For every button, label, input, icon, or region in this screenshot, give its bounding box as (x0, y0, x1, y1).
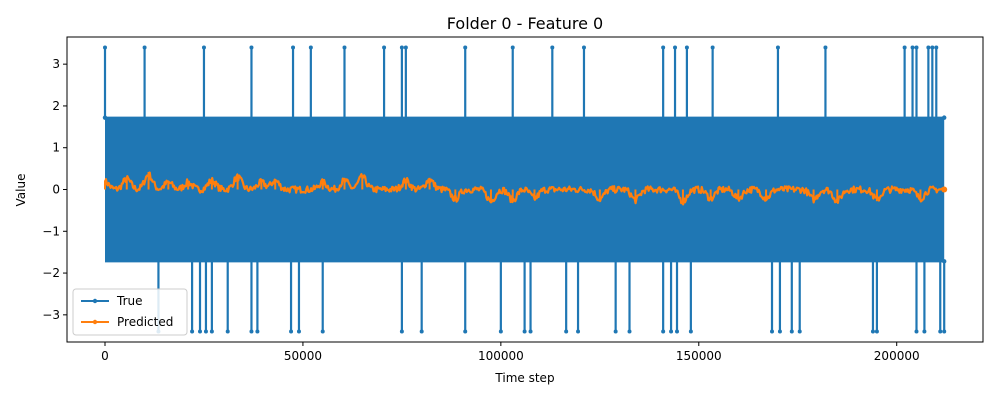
true-spike-low-marker (564, 329, 569, 334)
y-tick-label: 0 (52, 183, 60, 197)
true-spike-high-marker (910, 45, 915, 50)
true-spike-low-marker (203, 329, 208, 334)
legend-label: True (116, 294, 143, 308)
true-spike-low-marker (797, 329, 802, 334)
y-tick-label: 3 (52, 57, 60, 71)
x-axis-label: Time step (494, 371, 554, 385)
true-spike-low-marker (522, 329, 527, 334)
true-spike-low-marker (225, 329, 230, 334)
legend-swatch-marker (92, 319, 98, 325)
true-spike-low-marker (289, 329, 294, 334)
true-end-marker-top (942, 115, 947, 120)
true-spike-low-marker (209, 329, 214, 334)
true-spike-high-marker (902, 45, 907, 50)
y-axis: −3 −2 −1 0 1 2 3 (42, 57, 67, 322)
true-spike-high-marker (382, 45, 387, 50)
true-spike-high-marker (342, 45, 347, 50)
x-tick-label: 150000 (676, 349, 722, 363)
true-spike-low-marker (789, 329, 794, 334)
true-spike-low-marker (922, 329, 927, 334)
true-spike-high-marker (823, 45, 828, 50)
legend-label: Predicted (117, 315, 173, 329)
true-spike-low-marker (870, 329, 875, 334)
true-spike-high-marker (399, 45, 404, 50)
true-spike-low-marker (613, 329, 618, 334)
true-spike-low-marker (661, 329, 666, 334)
true-spike-low-marker (296, 329, 301, 334)
true-spike-high-marker (934, 45, 939, 50)
true-spike-low-marker (777, 329, 782, 334)
true-spike-low-marker (688, 329, 693, 334)
legend-swatch-marker (92, 298, 98, 304)
x-axis: 0 50000 100000 150000 200000 (101, 342, 920, 363)
true-spike-low-marker (938, 329, 943, 334)
true-start-marker (102, 115, 108, 120)
true-spike-low-marker (874, 329, 879, 334)
true-spike-low-marker (399, 329, 404, 334)
x-tick-label: 0 (101, 349, 109, 363)
true-end-marker-bottom (942, 259, 947, 264)
predicted-end-marker (941, 186, 948, 193)
true-spike-low-marker (198, 329, 203, 334)
true-spike-low-marker (255, 329, 260, 334)
y-tick-label: 1 (52, 141, 60, 155)
plot-area (102, 45, 948, 334)
true-spike-low-marker (770, 329, 775, 334)
true-spike-high-marker (673, 45, 678, 50)
true-spike-high-marker (926, 45, 931, 50)
true-spike-low-marker (419, 329, 424, 334)
y-tick-label: −3 (42, 308, 60, 322)
true-spike-high-marker (710, 45, 715, 50)
chart-title: Folder 0 - Feature 0 (447, 14, 603, 33)
true-spike-high-marker (291, 45, 296, 50)
true-spike-low-marker (942, 329, 947, 334)
y-tick-label: −1 (42, 224, 60, 238)
true-spike-high-marker (103, 45, 108, 50)
true-spike-high-marker (142, 45, 147, 50)
true-spike-low-marker (675, 329, 680, 334)
true-spike-high-marker (249, 45, 254, 50)
x-tick-label: 50000 (284, 349, 322, 363)
y-tick-label: 2 (52, 99, 60, 113)
true-spike-high-marker (930, 45, 935, 50)
true-spike-high-marker (661, 45, 666, 50)
true-spike-high-marker (463, 45, 468, 50)
x-tick-label: 200000 (874, 349, 920, 363)
x-tick-label: 100000 (478, 349, 524, 363)
true-spike-high-marker (581, 45, 586, 50)
true-spike-high-marker (684, 45, 689, 50)
true-spike-low-marker (669, 329, 674, 334)
true-spike-low-marker (249, 329, 254, 334)
true-spike-high-marker (550, 45, 555, 50)
legend: True Predicted (72, 288, 188, 336)
true-spike-low-marker (576, 329, 581, 334)
predicted-series-line (103, 171, 946, 206)
true-spike-low-marker (463, 329, 468, 334)
true-spike-low-marker (320, 329, 325, 334)
series-group (102, 45, 948, 334)
true-spike-low-marker (190, 329, 195, 334)
true-spike-high-marker (308, 45, 313, 50)
true-spike-low-marker (528, 329, 533, 334)
true-spike-low-marker (914, 329, 919, 334)
true-spike-high-marker (775, 45, 780, 50)
true-spike-low-marker (627, 329, 632, 334)
true-spike-high-marker (914, 45, 919, 50)
y-tick-label: −2 (42, 266, 60, 280)
true-spike-high-marker (403, 45, 408, 50)
true-spike-high-marker (201, 45, 206, 50)
true-spike-low-marker (498, 329, 503, 334)
true-spike-high-marker (510, 45, 515, 50)
y-axis-label: Value (14, 174, 28, 207)
